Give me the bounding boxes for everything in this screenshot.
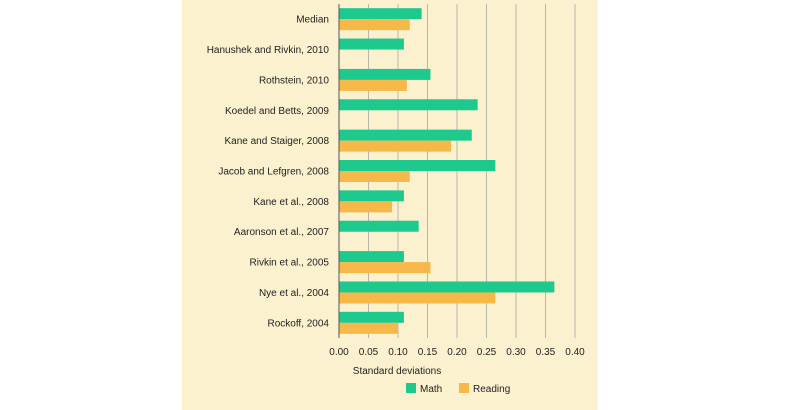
reading-bar — [339, 322, 398, 334]
math-bar — [339, 160, 496, 171]
x-tick-labels: 0.00 0.05 0.10 0.15 0.20 0.25 0.30 0.35 0.40 — [329, 347, 585, 358]
math-bar — [339, 281, 555, 293]
x-tick-label: 0.00 — [329, 347, 349, 358]
math-bar — [339, 8, 422, 20]
category-label: Hanushek and Rivkin, 2010 — [207, 45, 330, 56]
reading-legend-swatch — [459, 383, 469, 393]
category-label: Kane and Staiger, 2008 — [224, 136, 329, 147]
reading-bar — [339, 201, 393, 213]
x-tick-label: 0.05 — [359, 347, 379, 358]
bars — [339, 8, 555, 334]
x-tick-label: 0.35 — [536, 347, 556, 358]
math-bar — [339, 38, 404, 50]
math-bar — [339, 190, 404, 202]
math-legend-swatch — [406, 383, 416, 393]
category-label: Jacob and Lefgren, 2008 — [218, 167, 329, 178]
category-label: Rothstein, 2010 — [259, 75, 329, 86]
category-label: Kane et al., 2008 — [253, 197, 329, 208]
category-label: Rockoff, 2004 — [267, 318, 329, 329]
x-tick-label: 0.10 — [388, 347, 408, 358]
math-bar — [339, 68, 431, 80]
x-tick-label: 0.15 — [418, 347, 438, 358]
reading-bar — [339, 262, 431, 274]
math-bar — [339, 311, 404, 323]
x-tick-label: 0.30 — [506, 347, 526, 358]
reading-bar — [339, 19, 410, 31]
legend: Math Reading — [406, 383, 510, 395]
x-tick-label: 0.20 — [447, 347, 467, 358]
math-bar — [339, 220, 419, 232]
math-legend-label: Math — [420, 384, 442, 395]
x-axis-label: Standard deviations — [353, 366, 441, 377]
reading-bar — [339, 140, 452, 152]
category-labels: Median Hanushek and Rivkin, 2010 Rothstein… — [207, 15, 330, 330]
reading-bar — [339, 171, 410, 182]
category-label: Nye et al., 2004 — [259, 288, 329, 299]
math-bar — [339, 99, 478, 111]
reading-legend-label: Reading — [473, 384, 510, 395]
x-tick-label: 0.25 — [477, 347, 497, 358]
category-label: Median — [296, 15, 329, 26]
reading-bar — [339, 292, 496, 304]
category-label: Koedel and Betts, 2009 — [225, 106, 329, 117]
reading-bar — [339, 79, 407, 91]
category-label: Rivkin et al., 2005 — [250, 258, 330, 269]
x-tick-label: 0.40 — [565, 347, 585, 358]
math-bar — [339, 251, 404, 263]
math-bar — [339, 129, 472, 141]
category-label: Aaronson et al., 2007 — [234, 227, 330, 238]
